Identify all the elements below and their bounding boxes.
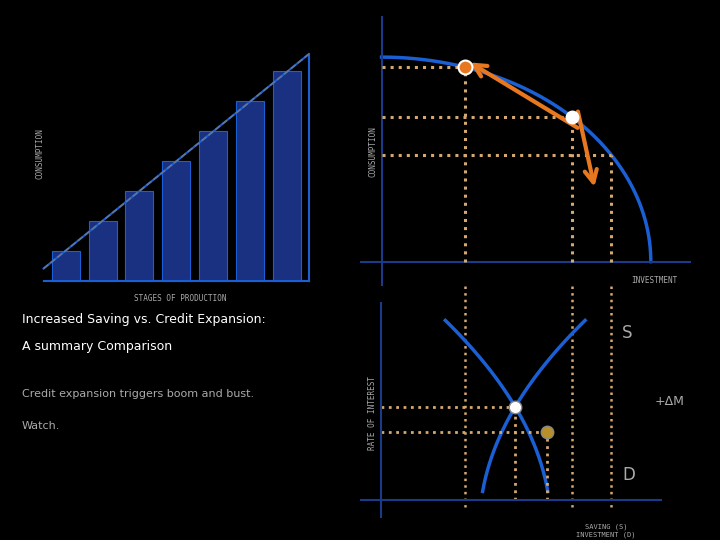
Text: Increased Saving vs. Credit Expansion:: Increased Saving vs. Credit Expansion: — [22, 313, 266, 326]
Bar — [52, 251, 80, 281]
Bar — [125, 191, 153, 281]
Text: D: D — [622, 466, 635, 484]
Bar — [273, 71, 301, 281]
Text: S: S — [622, 324, 633, 342]
Text: A summary Comparison: A summary Comparison — [22, 340, 172, 353]
Text: CONSUMPTION: CONSUMPTION — [369, 126, 377, 177]
Bar — [236, 102, 264, 281]
Text: SAVING (S)
INVESTMENT (D): SAVING (S) INVESTMENT (D) — [576, 524, 636, 538]
Text: Credit expansion triggers boom and bust.: Credit expansion triggers boom and bust. — [22, 389, 253, 399]
Text: RATE OF INTEREST: RATE OF INTEREST — [369, 376, 377, 450]
Text: CONSUMPTION: CONSUMPTION — [35, 129, 44, 179]
Text: INVESTMENT: INVESTMENT — [631, 276, 678, 285]
Text: STAGES OF PRODUCTION: STAGES OF PRODUCTION — [134, 294, 226, 303]
Bar — [89, 221, 117, 281]
Text: +ΔM: +ΔM — [654, 395, 684, 408]
Bar — [162, 161, 190, 281]
Bar — [199, 131, 227, 281]
Text: Watch.: Watch. — [22, 421, 60, 431]
